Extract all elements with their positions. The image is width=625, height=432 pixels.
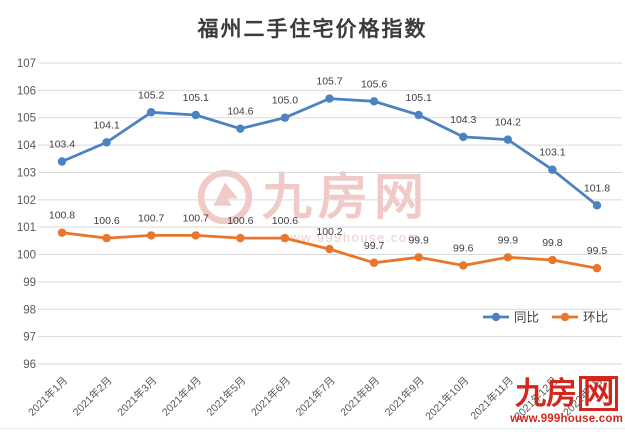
bottom-divider xyxy=(0,428,625,429)
data-label-1: 99.9 xyxy=(498,234,519,246)
data-point-0 xyxy=(414,110,423,120)
x-tick-label: 2021年8月 xyxy=(338,374,383,419)
x-tick-label: 2021年11月 xyxy=(468,374,516,422)
y-tick-label: 104 xyxy=(17,140,37,152)
data-point-0 xyxy=(57,157,67,166)
site-logo-url: www.999house.com xyxy=(510,413,623,425)
series-line-0 xyxy=(60,97,599,207)
data-point-0 xyxy=(102,138,111,147)
x-tick-label: 2021年6月 xyxy=(248,374,293,419)
data-point-1 xyxy=(57,228,67,237)
data-label-1: 100.6 xyxy=(93,215,119,227)
data-label-1: 100.7 xyxy=(183,212,209,224)
logo-brand-main: 九房 xyxy=(515,376,578,412)
y-tick-label: 101 xyxy=(17,222,36,234)
data-point-0 xyxy=(280,113,290,122)
x-tick-label: 2021年9月 xyxy=(382,374,427,419)
data-label-1: 100.7 xyxy=(138,212,164,224)
data-label-1: 100.6 xyxy=(227,215,253,227)
y-tick-label: 105 xyxy=(17,113,36,125)
x-tick-label: 2021年2月 xyxy=(70,374,115,419)
data-label-0: 104.3 xyxy=(450,114,476,126)
x-tick-label: 2021年7月 xyxy=(293,374,338,419)
data-label-1: 99.8 xyxy=(542,237,563,249)
data-label-1: 99.7 xyxy=(364,240,385,252)
data-point-1 xyxy=(191,231,200,240)
data-point-1 xyxy=(146,231,156,240)
legend-marker-1 xyxy=(560,312,570,322)
site-logo: 九房 网 www.999house.com xyxy=(510,376,623,425)
data-label-0: 105.6 xyxy=(361,78,387,90)
data-label-0: 103.4 xyxy=(49,139,75,151)
data-point-0 xyxy=(236,124,245,133)
data-label-0: 105.7 xyxy=(316,76,342,88)
y-tick-label: 102 xyxy=(17,195,36,207)
data-label-1: 99.9 xyxy=(408,234,429,246)
data-label-0: 105.1 xyxy=(183,92,209,104)
data-point-1 xyxy=(414,253,423,262)
legend-label-0: 同比 xyxy=(514,311,539,325)
y-tick-label: 96 xyxy=(23,359,36,371)
data-label-0: 101.8 xyxy=(584,182,610,194)
data-point-1 xyxy=(592,264,602,273)
x-tick-label: 2021年4月 xyxy=(159,374,204,419)
data-point-0 xyxy=(191,110,200,120)
data-point-1 xyxy=(102,233,111,243)
legend-marker-0 xyxy=(491,312,501,322)
x-tick-label: 2021年10月 xyxy=(423,374,472,423)
data-label-1: 100.2 xyxy=(316,226,342,238)
logo-brand-boxed: 网 xyxy=(579,376,619,411)
data-label-1: 99.5 xyxy=(587,245,608,257)
data-point-1 xyxy=(325,244,334,254)
data-label-0: 105.1 xyxy=(406,92,432,104)
y-tick-label: 106 xyxy=(17,85,36,97)
data-point-0 xyxy=(503,135,513,144)
data-point-0 xyxy=(548,165,557,174)
data-point-1 xyxy=(459,261,468,270)
chart-title: 福州二手住宅价格指数 xyxy=(197,17,428,41)
site-logo-brand: 九房 网 xyxy=(510,376,623,411)
data-label-0: 105.2 xyxy=(138,89,164,101)
data-point-1 xyxy=(503,253,513,262)
y-tick-label: 97 xyxy=(23,332,36,344)
data-label-1: 100.8 xyxy=(49,210,75,222)
data-point-0 xyxy=(459,132,468,142)
y-tick-label: 98 xyxy=(23,304,36,316)
x-tick-label: 2021年1月 xyxy=(25,374,70,419)
data-label-0: 104.2 xyxy=(495,117,521,129)
data-label-0: 103.1 xyxy=(539,147,565,159)
data-label-0: 104.6 xyxy=(227,106,253,118)
y-tick-label: 99 xyxy=(23,277,36,289)
data-label-1: 99.6 xyxy=(453,242,474,254)
y-tick-label: 103 xyxy=(17,167,36,179)
data-label-0: 104.1 xyxy=(93,119,119,131)
data-point-0 xyxy=(369,97,379,106)
x-tick-label: 2021年5月 xyxy=(204,374,249,419)
legend-label-1: 环比 xyxy=(583,311,608,325)
data-point-0 xyxy=(146,108,156,117)
data-point-0 xyxy=(325,94,334,103)
data-label-0: 105.0 xyxy=(272,95,298,107)
data-point-1 xyxy=(548,255,557,265)
data-point-0 xyxy=(592,201,602,210)
x-tick-label: 2021年3月 xyxy=(115,374,160,419)
data-point-1 xyxy=(369,258,379,267)
data-point-1 xyxy=(280,233,290,243)
y-tick-label: 100 xyxy=(17,250,36,262)
data-label-1: 100.6 xyxy=(272,215,298,227)
data-point-1 xyxy=(236,233,245,243)
y-tick-label: 107 xyxy=(17,58,36,70)
